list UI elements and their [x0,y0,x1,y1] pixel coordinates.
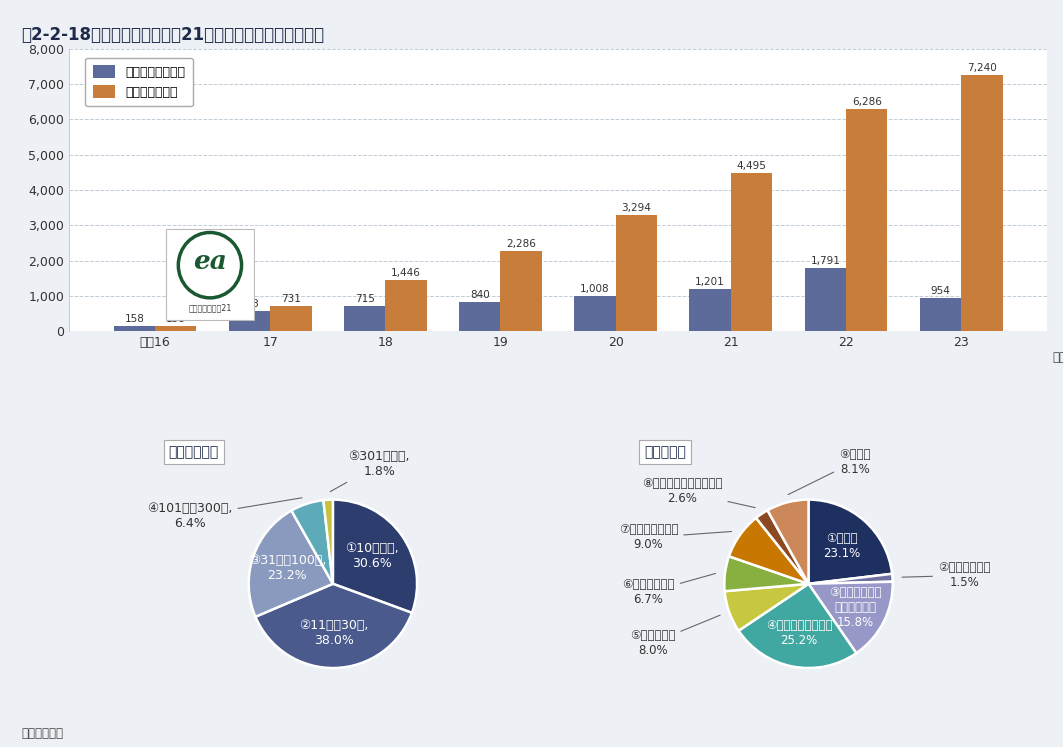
Bar [114,326,155,332]
Bar [155,326,197,332]
Text: ①製造業
23.1%: ①製造業 23.1% [824,532,861,560]
Text: 4,495: 4,495 [737,161,766,170]
Text: ①10人以下,
30.6%: ①10人以下, 30.6% [345,542,399,571]
Text: エコアクション21: エコアクション21 [188,303,232,312]
Bar [846,109,888,332]
Text: 6,286: 6,286 [851,97,881,108]
Text: ⑤301人以上,
1.8%: ⑤301人以上, 1.8% [331,450,410,492]
Text: ⑥自動車整備業
6.7%: ⑥自動車整備業 6.7% [622,574,715,607]
Text: 1,446: 1,446 [391,268,421,279]
Text: 158: 158 [124,314,145,324]
Text: 158: 158 [166,314,186,324]
Wedge shape [725,584,809,630]
Text: 1,791: 1,791 [810,256,840,266]
Text: 715: 715 [355,294,374,304]
Text: ⑨その他
8.1%: ⑨その他 8.1% [788,447,871,495]
Text: 3,294: 3,294 [622,203,652,213]
Bar [574,296,615,332]
Bar [501,251,542,332]
Text: 7,240: 7,240 [967,63,997,73]
Text: ③31人～100人,
23.2%: ③31人～100人, 23.2% [249,554,326,583]
Text: ⑦金融業・保険業
9.0%: ⑦金融業・保険業 9.0% [619,524,731,551]
Wedge shape [767,500,809,584]
Text: 1,008: 1,008 [580,284,610,294]
Wedge shape [809,500,892,584]
Text: （年度）: （年度） [1052,351,1063,365]
Text: 731: 731 [281,294,301,304]
Text: 1,201: 1,201 [695,277,725,287]
Wedge shape [809,574,893,584]
Text: 従業員規模別: 従業員規模別 [169,444,219,459]
Text: ea: ea [193,249,226,274]
Wedge shape [809,582,893,653]
Text: ⑤卸・小売業
8.0%: ⑤卸・小売業 8.0% [630,615,721,657]
Text: ④101人～300人,
6.4%: ④101人～300人, 6.4% [147,498,302,530]
Bar [343,306,385,332]
Legend: 年間・認証登録数, 認証・登録総数: 年間・認証登録数, 認証・登録総数 [85,58,192,106]
Text: ④建設・設備工事業
25.2%: ④建設・設備工事業 25.2% [765,619,832,648]
Bar [615,215,657,332]
Bar [805,268,846,332]
Text: 図2-2-18　エコ・アクション21の認証・登録の推移と現状: 図2-2-18 エコ・アクション21の認証・登録の推移と現状 [21,26,324,44]
Wedge shape [323,500,333,584]
Wedge shape [291,500,333,584]
Wedge shape [249,510,333,617]
Bar [690,289,731,332]
Wedge shape [724,557,809,591]
Bar [270,306,311,332]
Text: ③廃棄物処理・
リサイクル業
15.8%: ③廃棄物処理・ リサイクル業 15.8% [829,586,881,629]
Wedge shape [333,500,417,613]
Bar [459,302,501,332]
Text: ②印刷・出版業
1.5%: ②印刷・出版業 1.5% [902,562,991,589]
Wedge shape [729,518,809,584]
Bar [229,311,270,332]
Bar [961,75,1002,332]
Text: 573: 573 [239,300,259,309]
Text: 954: 954 [930,286,950,296]
Wedge shape [739,584,857,668]
Bar [731,173,773,332]
Wedge shape [255,584,412,668]
Text: 2,286: 2,286 [506,239,536,249]
FancyBboxPatch shape [166,229,254,320]
Text: ②11人～30人,
38.0%: ②11人～30人, 38.0% [300,619,369,647]
Wedge shape [756,510,809,584]
Bar [919,298,961,332]
Bar [385,280,426,332]
Text: 資料：環境省: 資料：環境省 [21,727,64,740]
Text: 業種別割合: 業種別割合 [644,444,687,459]
Text: ⑧その他、サービス業等
2.6%: ⑧その他、サービス業等 2.6% [642,477,755,508]
Text: 840: 840 [470,290,490,300]
